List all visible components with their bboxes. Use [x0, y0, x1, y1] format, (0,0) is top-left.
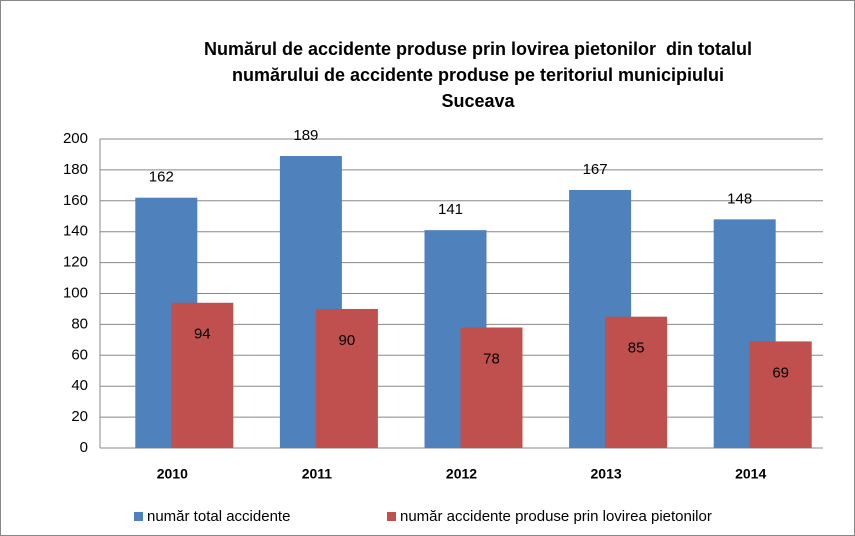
- y-tick-label: 60: [71, 346, 88, 363]
- x-tick-label: 2013: [591, 466, 622, 482]
- y-tick-label: 180: [63, 161, 88, 178]
- x-tick-label: 2012: [446, 466, 477, 482]
- x-tick-label: 2014: [735, 466, 766, 482]
- y-tick-label: 80: [71, 315, 88, 332]
- chart-title: numărului de accidente produse pe terito…: [232, 65, 724, 85]
- value-label: 162: [149, 169, 174, 186]
- legend-swatch: [134, 512, 143, 521]
- value-label: 69: [772, 364, 789, 381]
- bar: [605, 316, 668, 448]
- legend-label: număr total accidente: [147, 508, 290, 525]
- x-tick-label: 2011: [302, 466, 333, 482]
- bar: [315, 308, 378, 448]
- legend-label: număr accidente produse prin lovirea pie…: [400, 508, 712, 525]
- value-label: 148: [727, 190, 752, 207]
- y-tick-label: 160: [63, 192, 88, 209]
- x-tick-label: 2010: [157, 466, 188, 482]
- bar: [171, 302, 234, 448]
- value-label: 78: [483, 350, 500, 367]
- y-tick-label: 0: [80, 439, 88, 456]
- chart-title: Suceava: [441, 91, 515, 111]
- y-tick-label: 100: [63, 284, 88, 301]
- value-label: 94: [194, 326, 211, 343]
- y-tick-label: 20: [71, 408, 88, 425]
- value-label: 167: [583, 161, 608, 178]
- bar: [460, 327, 523, 448]
- bar: [749, 341, 812, 448]
- y-tick-label: 40: [71, 377, 88, 394]
- legend-swatch: [387, 512, 396, 521]
- value-label: 189: [293, 127, 318, 144]
- value-label: 85: [628, 340, 645, 357]
- value-label: 141: [438, 201, 463, 218]
- y-tick-label: 140: [63, 223, 88, 240]
- y-tick-label: 120: [63, 254, 88, 271]
- y-tick-label: 200: [63, 130, 88, 147]
- chart-title: Numărul de accidente produse prin lovire…: [204, 39, 752, 59]
- value-label: 90: [339, 332, 356, 349]
